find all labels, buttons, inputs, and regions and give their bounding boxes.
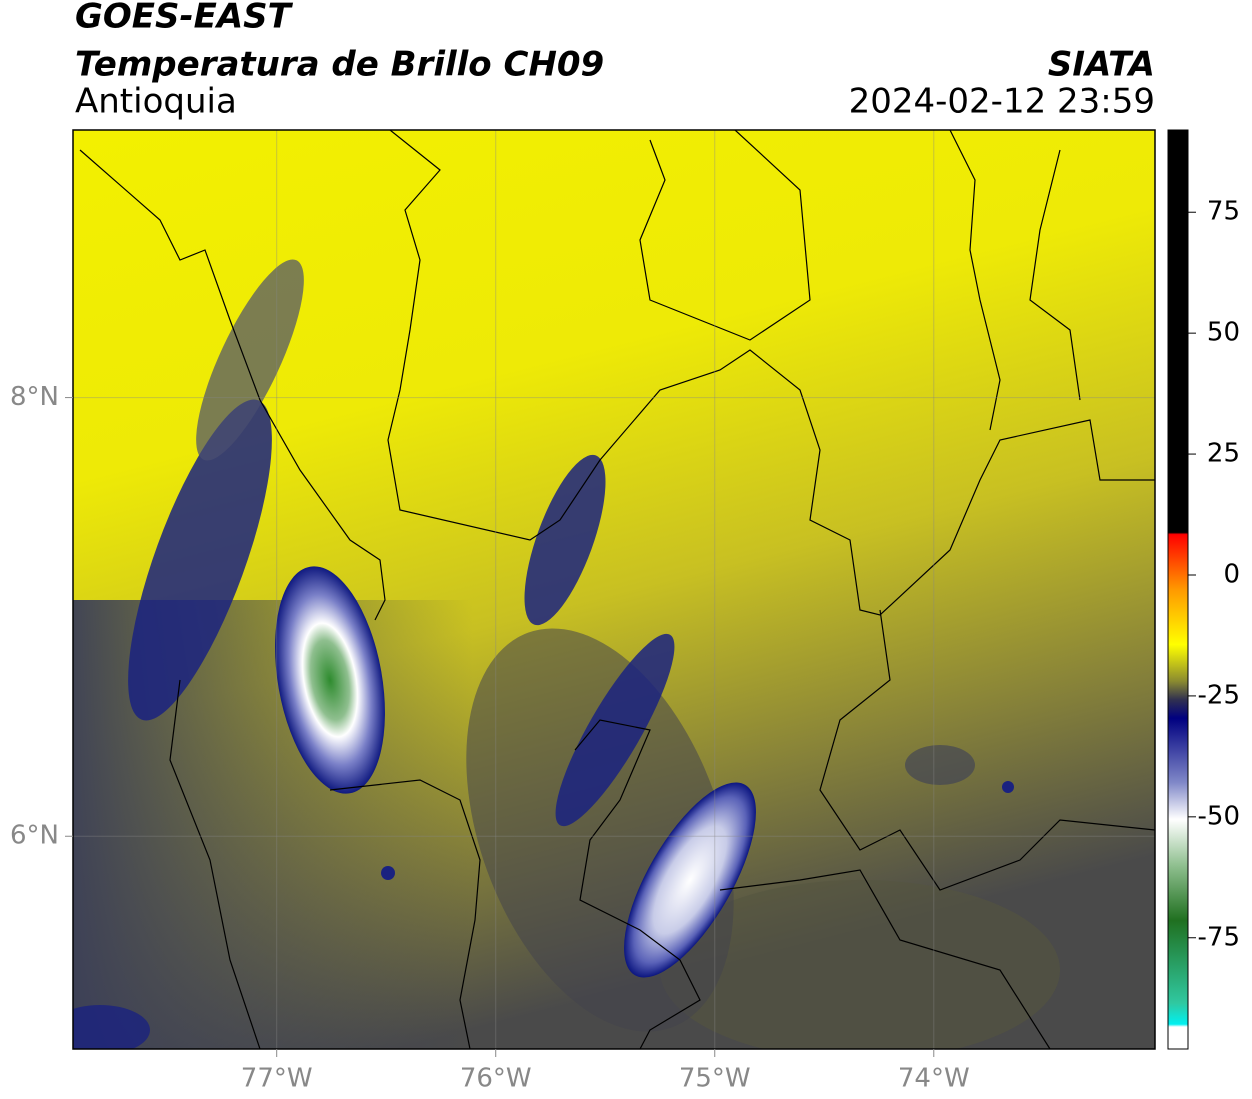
y-tick-label: 8°N — [10, 382, 59, 412]
coastline — [79, 149, 386, 621]
colorbar-tick-label: 0 — [1223, 559, 1240, 589]
storm — [624, 782, 756, 978]
colorbar-tick-label: 75 — [1207, 197, 1240, 227]
timestamp: 2024-02-12 23:59 — [849, 82, 1155, 122]
border — [329, 779, 481, 1049]
x-tick-label: 75°W — [679, 1064, 751, 1094]
title: GOES-EAST — [75, 0, 294, 37]
colorbar-tick-label: 25 — [1207, 439, 1240, 469]
cloud — [73, 1005, 150, 1049]
border — [574, 719, 701, 1049]
y-tick-label: 6°N — [10, 821, 59, 851]
cloud — [1002, 781, 1014, 793]
subtitle: Temperatura de Brillo CH09 — [75, 45, 604, 85]
colorbar-tick-label: -50 — [1198, 801, 1240, 831]
cloud — [555, 633, 675, 827]
border — [1029, 149, 1081, 401]
border — [719, 869, 1051, 1049]
border — [639, 130, 811, 341]
x-tick-label: 77°W — [241, 1064, 313, 1094]
cold-region — [660, 880, 1060, 1049]
border — [169, 679, 261, 1049]
cloud — [905, 745, 975, 785]
cloud — [524, 454, 606, 626]
cloud — [128, 399, 272, 721]
border — [949, 130, 1001, 431]
x-tick-label: 74°W — [898, 1064, 970, 1094]
cloud — [381, 866, 395, 880]
region: Antioquia — [75, 82, 237, 122]
border — [387, 130, 1155, 616]
storm — [275, 566, 385, 794]
x-tick-label: 76°W — [460, 1064, 532, 1094]
colorbar-tick-label: -75 — [1198, 922, 1240, 952]
colorbar-tick-label: -25 — [1198, 680, 1240, 710]
colorbar — [1167, 129, 1189, 1050]
map — [73, 130, 1155, 1049]
colorbar-tick-label: 50 — [1207, 318, 1240, 348]
border — [819, 609, 1155, 891]
map-frame — [72, 129, 1156, 1050]
source: SIATA — [1048, 45, 1155, 85]
grid — [73, 130, 1155, 1049]
cloud — [196, 259, 304, 461]
